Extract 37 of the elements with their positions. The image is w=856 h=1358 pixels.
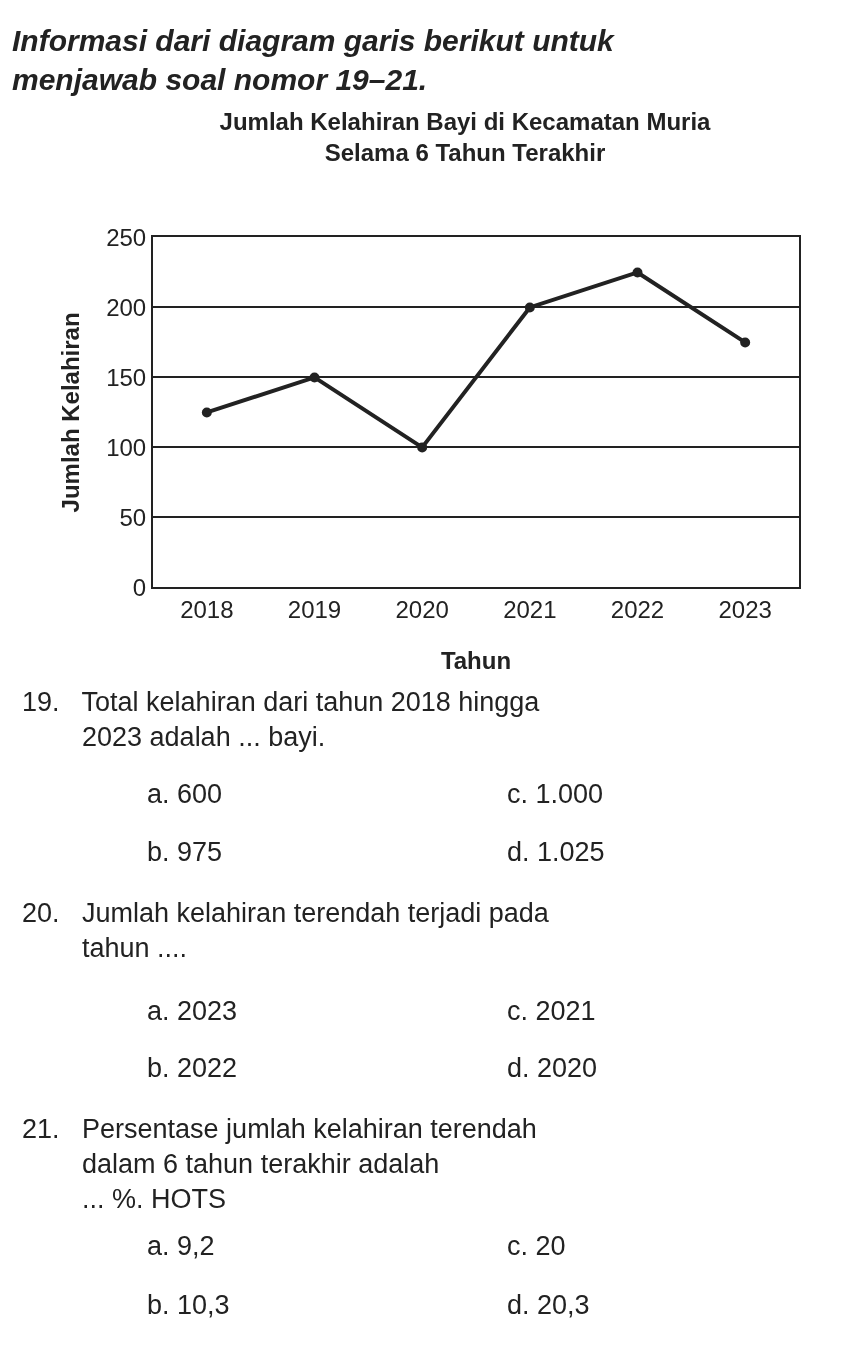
text: 21. Persentase jumlah kelahiran terendah dalam 6 tahun terakhir adalah ... %. HOTS bbox=[22, 1114, 537, 1215]
point bbox=[417, 442, 428, 453]
text: d. 2020 bbox=[507, 1053, 598, 1083]
text: b. 975 bbox=[147, 837, 223, 867]
point bbox=[309, 372, 320, 383]
point bbox=[524, 302, 535, 313]
text: c. 1.000 bbox=[507, 779, 604, 809]
text: b. 10,3 bbox=[147, 1290, 230, 1320]
y-tick-label: 0 bbox=[132, 573, 147, 601]
text: d. 20,3 bbox=[507, 1290, 590, 1320]
chart-title: Jumlah Kelahiran Bayi di Kecamatan Muria Selama 6 Tahun Terakhir bbox=[219, 108, 712, 167]
x-tick-label: 2023 bbox=[718, 596, 772, 624]
x-tick-label: 2019 bbox=[287, 596, 342, 624]
y-tick-label: 150 bbox=[106, 363, 147, 391]
point bbox=[632, 267, 643, 278]
text: 20. Jumlah kelahiran terendah terjadi pada tahun .... bbox=[22, 898, 550, 964]
text: c. 2021 bbox=[507, 996, 596, 1026]
x-tick-label: 2021 bbox=[503, 596, 557, 624]
y-tick-label: 100 bbox=[106, 433, 147, 461]
y-tick-label: 200 bbox=[106, 293, 147, 321]
text: 19. Total kelahiran dari tahun 2018 hingga 2023 adalah ... bayi. bbox=[22, 687, 541, 753]
x-tick-label: 2020 bbox=[395, 596, 449, 624]
text: a. 2023 bbox=[147, 996, 238, 1026]
x-axis-title: Tahun bbox=[440, 646, 512, 674]
x-tick-label: 2018 bbox=[180, 596, 234, 624]
text: Informasi dari diagram garis berikut untuk menjawab soal nomor 19–21. bbox=[12, 24, 616, 96]
text: d. 1.025 bbox=[507, 837, 605, 867]
point bbox=[740, 337, 751, 348]
text: a. 9,2 bbox=[147, 1231, 215, 1261]
point bbox=[201, 407, 212, 418]
text: a. 600 bbox=[147, 779, 223, 809]
y-tick-label: 50 bbox=[119, 503, 147, 531]
y-axis-title: Jumlah Kelahiran bbox=[56, 312, 84, 513]
text: b. 2022 bbox=[147, 1053, 238, 1083]
y-tick-label: 250 bbox=[106, 223, 147, 251]
x-tick-label: 2022 bbox=[610, 596, 665, 624]
text: c. 20 bbox=[507, 1231, 566, 1261]
